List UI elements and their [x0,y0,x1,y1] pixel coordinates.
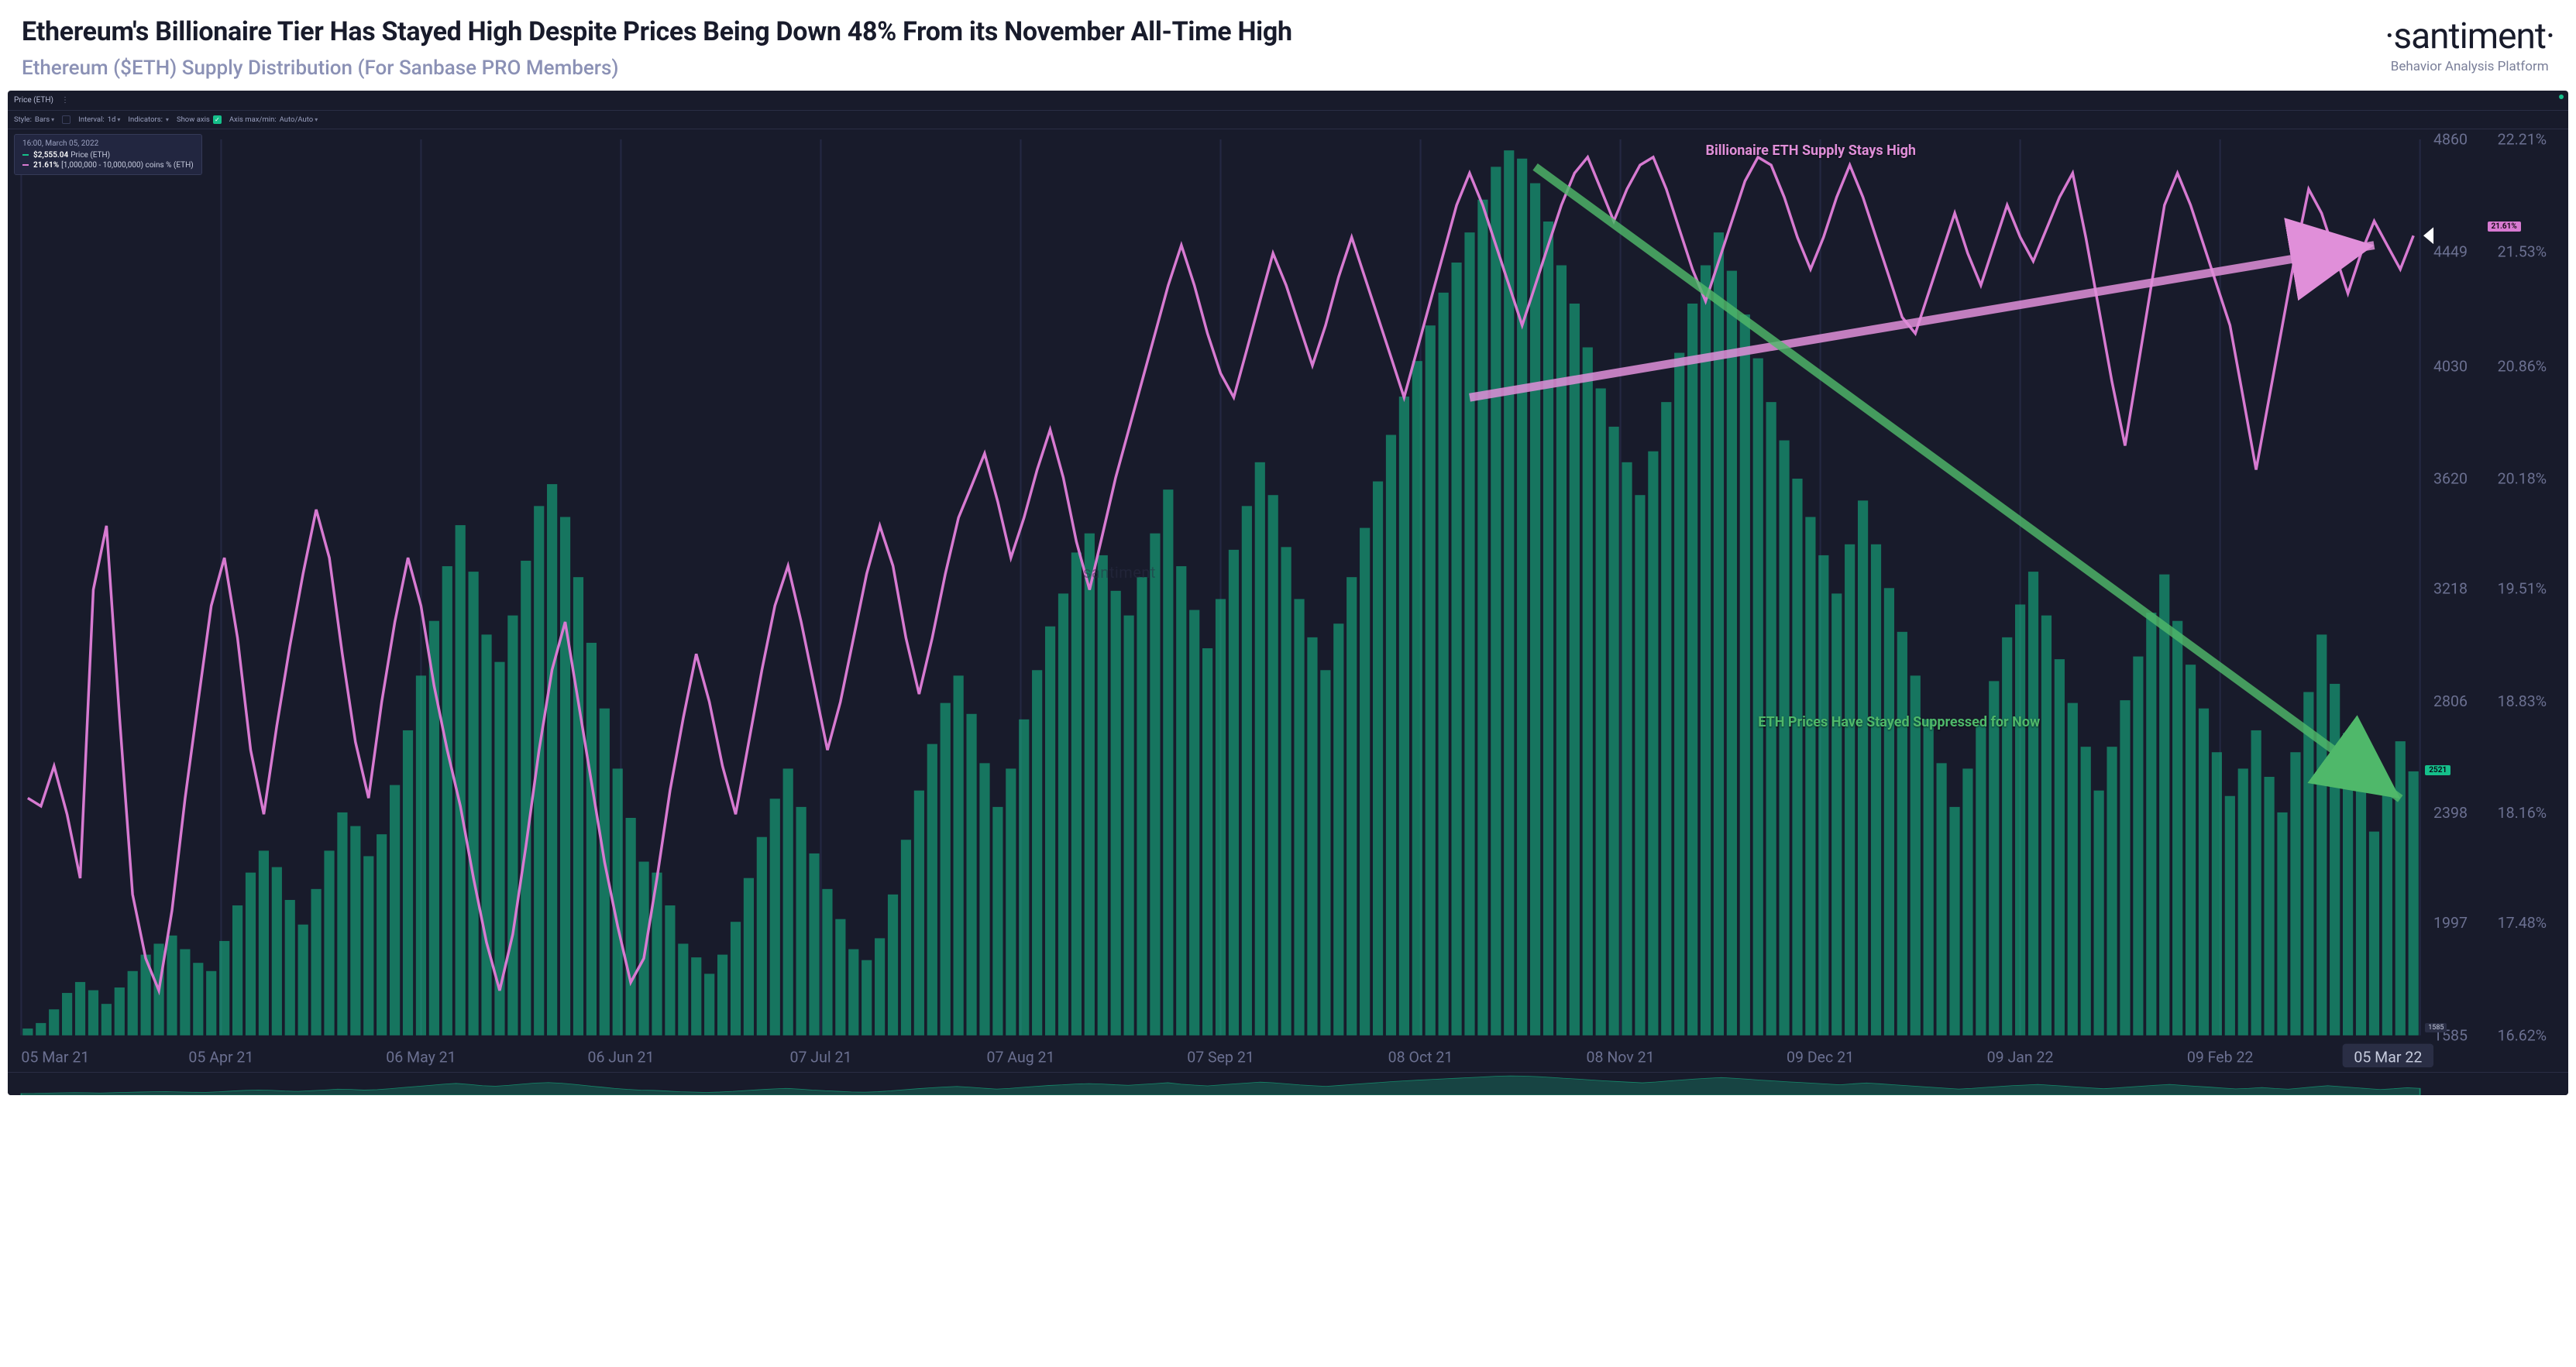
svg-text:09 Feb 22: 09 Feb 22 [2187,1048,2254,1066]
visibility-toggle[interactable] [62,115,71,124]
interval-label: Interval: [78,115,105,124]
mini-chart-svg [8,1073,2568,1095]
show-axis-toggle[interactable]: Show axis ✓ [177,115,222,124]
axis-label: Axis max/min: [229,115,277,124]
style-selector[interactable]: Style: Bars [14,115,54,124]
interval-selector[interactable]: Interval: 1d [78,115,120,124]
show-axis-label: Show axis [177,115,210,124]
page-title: Ethereum's Billionaire Tier Has Stayed H… [22,15,2361,49]
svg-text:07 Aug 21: 07 Aug 21 [986,1048,1054,1066]
header: Ethereum's Billionaire Tier Has Stayed H… [0,0,2576,91]
svg-text:18.16%: 18.16% [2498,804,2547,822]
chart-panel: Price (ETH) ⋮ Style: Bars Interval: 1d I… [8,91,2568,1096]
svg-text:05 Apr 21: 05 Apr 21 [188,1048,253,1066]
brand-tagline: Behavior Analysis Platform [2391,59,2549,74]
tooltip-price-label: Price (ETH) [71,151,110,160]
svg-text:1997: 1997 [2433,913,2468,931]
brand-logo: ·santiment· [2385,19,2554,54]
svg-text:20.18%: 20.18% [2498,469,2547,487]
chart-svg: 05 Mar 21 05 Apr 21 06 May 21 06 Jun 21 07 J… [8,129,2568,1073]
header-text: Ethereum's Billionaire Tier Has Stayed H… [22,15,2361,80]
tooltip-pct-label: [1,000,000 - 10,000,000) coins % (ETH) [61,161,194,170]
svg-text:4860: 4860 [2433,130,2468,148]
pct-swatch-icon [22,164,29,166]
svg-text:20.86%: 20.86% [2498,357,2547,375]
axis-minmax-selector[interactable]: Axis max/min: Auto/Auto [229,115,318,124]
svg-text:05 Mar 21: 05 Mar 21 [21,1048,89,1066]
chart-tooltip: 16:00, March 05, 2022 $2,555.04Price (ET… [14,134,202,175]
svg-text:3620: 3620 [2433,469,2468,487]
checkbox-icon[interactable] [62,115,71,124]
tooltip-time: 16:00, March 05, 2022 [22,139,194,148]
svg-text:4449: 4449 [2433,242,2468,260]
check-icon[interactable]: ✓ [213,115,222,124]
svg-text:06 May 21: 06 May 21 [386,1048,456,1066]
axis-value[interactable]: Auto/Auto [280,115,318,124]
svg-text:09 Dec 21: 09 Dec 21 [1787,1048,1854,1066]
tooltip-pct-value: 21.61% [33,161,59,170]
svg-text:18.83%: 18.83% [2498,692,2547,710]
tooltip-price-value: $2,555.04 [33,151,68,160]
svg-text:06 Jun 21: 06 Jun 21 [587,1048,654,1066]
svg-text:3218: 3218 [2433,579,2468,597]
svg-text:22.21%: 22.21% [2498,130,2547,148]
tooltip-row-price: $2,555.04Price (ETH) [22,151,194,160]
style-value[interactable]: Bars [35,115,54,124]
chart-topbar: Price (ETH) ⋮ [8,91,2568,111]
tooltip-row-pct: 21.61%[1,000,000 - 10,000,000) coins % (… [22,161,194,170]
y1-current-tag: 2521 [2425,765,2450,775]
topbar-label[interactable]: Price (ETH) [14,96,53,105]
svg-text:2806: 2806 [2433,692,2468,710]
indicators-selector[interactable]: Indicators: [128,115,169,124]
y1-min-tag: 1585 [2425,1023,2447,1032]
svg-text:07 Jul 21: 07 Jul 21 [789,1048,851,1066]
chart-toolbar: Style: Bars Interval: 1d Indicators: Sho… [8,111,2568,129]
svg-text:09 Jan 22: 09 Jan 22 [1987,1048,2054,1066]
svg-text:4030: 4030 [2433,357,2468,375]
svg-text:16.62%: 16.62% [2498,1026,2547,1044]
svg-text:05 Mar 22: 05 Mar 22 [2354,1048,2422,1066]
style-label: Style: [14,115,32,124]
y2-current-tag: 21.61% [2488,222,2521,232]
kebab-icon[interactable]: ⋮ [61,96,69,105]
svg-text:17.48%: 17.48% [2498,913,2547,931]
mini-chart[interactable] [8,1072,2568,1095]
brand-block: ·santiment· Behavior Analysis Platform [2361,15,2554,74]
price-swatch-icon [22,154,29,156]
status-indicator-icon [2559,94,2564,99]
interval-value[interactable]: 1d [108,115,121,124]
svg-text:19.51%: 19.51% [2498,579,2547,597]
chart-area[interactable]: 16:00, March 05, 2022 $2,555.04Price (ET… [8,129,2568,1073]
page-subtitle: Ethereum ($ETH) Supply Distribution (For… [22,57,2361,80]
svg-text:08 Oct 21: 08 Oct 21 [1388,1048,1453,1066]
svg-text:2398: 2398 [2433,804,2468,822]
svg-text:07 Sep 21: 07 Sep 21 [1187,1048,1254,1066]
svg-text:21.53%: 21.53% [2498,242,2547,260]
svg-text:08 Nov 21: 08 Nov 21 [1587,1048,1655,1066]
